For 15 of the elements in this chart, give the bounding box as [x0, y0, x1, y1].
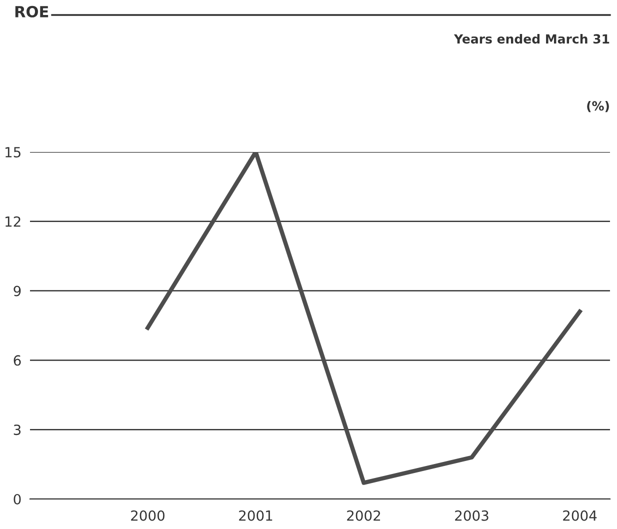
x-tick-label: 2002	[347, 510, 380, 521]
y-tick-label: 6	[14, 355, 21, 366]
y-axis-title: (%)	[587, 100, 609, 112]
line-series	[146, 152, 582, 485]
y-tick-label: 12	[6, 216, 20, 227]
chart-title: ROE	[15, 6, 48, 18]
y-tick-label: 3	[14, 424, 21, 436]
y-tick-label: 15	[6, 147, 20, 158]
x-tick-label: 2000	[131, 510, 164, 521]
y-tick-label: 9	[14, 286, 21, 296]
x-tick-label: 2001	[239, 510, 272, 521]
x-tick-label: 2004	[563, 510, 597, 521]
chart-subtitle: Years ended March 31	[454, 34, 610, 44]
x-tick-label: 2003	[455, 510, 488, 521]
y-tick-label: 0	[14, 494, 21, 504]
